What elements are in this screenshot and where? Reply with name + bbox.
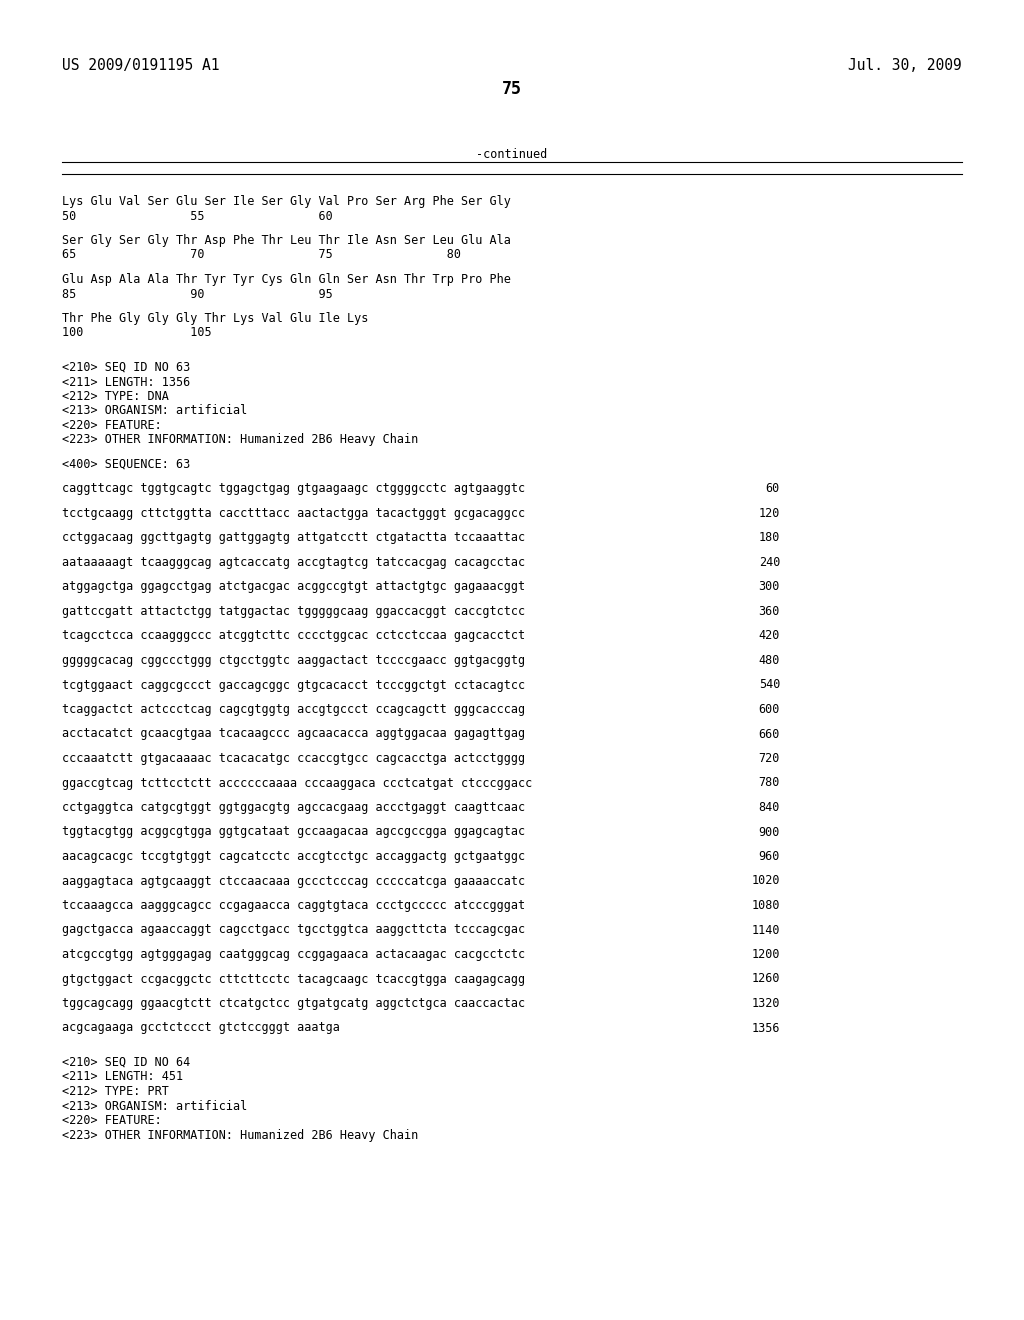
Text: <400> SEQUENCE: 63: <400> SEQUENCE: 63 bbox=[62, 458, 190, 471]
Text: 1020: 1020 bbox=[752, 874, 780, 887]
Text: atcgccgtgg agtgggagag caatgggcag ccggagaaca actacaagac cacgcctctc: atcgccgtgg agtgggagag caatgggcag ccggaga… bbox=[62, 948, 525, 961]
Text: <211> LENGTH: 451: <211> LENGTH: 451 bbox=[62, 1071, 183, 1084]
Text: 1260: 1260 bbox=[752, 973, 780, 986]
Text: gattccgatt attactctgg tatggactac tgggggcaag ggaccacggt caccgtctcc: gattccgatt attactctgg tatggactac tgggggc… bbox=[62, 605, 525, 618]
Text: acctacatct gcaacgtgaa tcacaagccc agcaacacca aggtggacaa gagagttgag: acctacatct gcaacgtgaa tcacaagccc agcaaca… bbox=[62, 727, 525, 741]
Text: 75: 75 bbox=[502, 81, 522, 98]
Text: 1080: 1080 bbox=[752, 899, 780, 912]
Text: Glu Asp Ala Ala Thr Tyr Tyr Cys Gln Gln Ser Asn Thr Trp Pro Phe: Glu Asp Ala Ala Thr Tyr Tyr Cys Gln Gln … bbox=[62, 273, 511, 286]
Text: gggggcacag cggccctggg ctgcctggtc aaggactact tccccgaacc ggtgacggtg: gggggcacag cggccctggg ctgcctggtc aaggact… bbox=[62, 653, 525, 667]
Text: 600: 600 bbox=[759, 704, 780, 715]
Text: <211> LENGTH: 1356: <211> LENGTH: 1356 bbox=[62, 375, 190, 388]
Text: cctggacaag ggcttgagtg gattggagtg attgatcctt ctgatactta tccaaattac: cctggacaag ggcttgagtg gattggagtg attgatc… bbox=[62, 532, 525, 544]
Text: gtgctggact ccgacggctc cttcttcctc tacagcaagc tcaccgtgga caagagcagg: gtgctggact ccgacggctc cttcttcctc tacagca… bbox=[62, 973, 525, 986]
Text: <212> TYPE: PRT: <212> TYPE: PRT bbox=[62, 1085, 169, 1098]
Text: <220> FEATURE:: <220> FEATURE: bbox=[62, 1114, 162, 1127]
Text: tcaggactct actccctcag cagcgtggtg accgtgccct ccagcagctt gggcacccag: tcaggactct actccctcag cagcgtggtg accgtgc… bbox=[62, 704, 525, 715]
Text: 50                55                60: 50 55 60 bbox=[62, 210, 333, 223]
Text: 1200: 1200 bbox=[752, 948, 780, 961]
Text: Jul. 30, 2009: Jul. 30, 2009 bbox=[848, 58, 962, 73]
Text: 65                70                75                80: 65 70 75 80 bbox=[62, 248, 461, 261]
Text: <213> ORGANISM: artificial: <213> ORGANISM: artificial bbox=[62, 1100, 247, 1113]
Text: 780: 780 bbox=[759, 776, 780, 789]
Text: tcctgcaagg cttctggtta cacctttacc aactactgga tacactgggt gcgacaggcc: tcctgcaagg cttctggtta cacctttacc aactact… bbox=[62, 507, 525, 520]
Text: cctgaggtca catgcgtggt ggtggacgtg agccacgaag accctgaggt caagttcaac: cctgaggtca catgcgtggt ggtggacgtg agccacg… bbox=[62, 801, 525, 814]
Text: tcagcctcca ccaagggccc atcggtcttc cccctggcac cctcctccaa gagcacctct: tcagcctcca ccaagggccc atcggtcttc cccctgg… bbox=[62, 630, 525, 643]
Text: 480: 480 bbox=[759, 653, 780, 667]
Text: <223> OTHER INFORMATION: Humanized 2B6 Heavy Chain: <223> OTHER INFORMATION: Humanized 2B6 H… bbox=[62, 1129, 418, 1142]
Text: 900: 900 bbox=[759, 825, 780, 838]
Text: <223> OTHER INFORMATION: Humanized 2B6 Heavy Chain: <223> OTHER INFORMATION: Humanized 2B6 H… bbox=[62, 433, 418, 446]
Text: 120: 120 bbox=[759, 507, 780, 520]
Text: 720: 720 bbox=[759, 752, 780, 766]
Text: tggtacgtgg acggcgtgga ggtgcataat gccaagacaa agccgccgga ggagcagtac: tggtacgtgg acggcgtgga ggtgcataat gccaaga… bbox=[62, 825, 525, 838]
Text: gagctgacca agaaccaggt cagcctgacc tgcctggtca aaggcttcta tcccagcgac: gagctgacca agaaccaggt cagcctgacc tgcctgg… bbox=[62, 924, 525, 936]
Text: cccaaatctt gtgacaaaac tcacacatgc ccaccgtgcc cagcacctga actcctgggg: cccaaatctt gtgacaaaac tcacacatgc ccaccgt… bbox=[62, 752, 525, 766]
Text: <210> SEQ ID NO 64: <210> SEQ ID NO 64 bbox=[62, 1056, 190, 1069]
Text: <213> ORGANISM: artificial: <213> ORGANISM: artificial bbox=[62, 404, 247, 417]
Text: tccaaagcca aagggcagcc ccgagaacca caggtgtaca ccctgccccc atcccgggat: tccaaagcca aagggcagcc ccgagaacca caggtgt… bbox=[62, 899, 525, 912]
Text: aaggagtaca agtgcaaggt ctccaacaaa gccctcccag cccccatcga gaaaaccatc: aaggagtaca agtgcaaggt ctccaacaaa gccctcc… bbox=[62, 874, 525, 887]
Text: aacagcacgc tccgtgtggt cagcatcctc accgtcctgc accaggactg gctgaatggc: aacagcacgc tccgtgtggt cagcatcctc accgtcc… bbox=[62, 850, 525, 863]
Text: 540: 540 bbox=[759, 678, 780, 692]
Text: 180: 180 bbox=[759, 532, 780, 544]
Text: <212> TYPE: DNA: <212> TYPE: DNA bbox=[62, 389, 169, 403]
Text: 100               105: 100 105 bbox=[62, 326, 212, 339]
Text: 840: 840 bbox=[759, 801, 780, 814]
Text: atggagctga ggagcctgag atctgacgac acggccgtgt attactgtgc gagaaacggt: atggagctga ggagcctgag atctgacgac acggccg… bbox=[62, 581, 525, 594]
Text: 300: 300 bbox=[759, 581, 780, 594]
Text: 85                90                95: 85 90 95 bbox=[62, 288, 333, 301]
Text: tggcagcagg ggaacgtctt ctcatgctcc gtgatgcatg aggctctgca caaccactac: tggcagcagg ggaacgtctt ctcatgctcc gtgatgc… bbox=[62, 997, 525, 1010]
Text: 360: 360 bbox=[759, 605, 780, 618]
Text: 60: 60 bbox=[766, 483, 780, 495]
Text: 660: 660 bbox=[759, 727, 780, 741]
Text: 960: 960 bbox=[759, 850, 780, 863]
Text: 1320: 1320 bbox=[752, 997, 780, 1010]
Text: caggttcagc tggtgcagtc tggagctgag gtgaagaagc ctggggcctc agtgaaggtc: caggttcagc tggtgcagtc tggagctgag gtgaaga… bbox=[62, 483, 525, 495]
Text: -continued: -continued bbox=[476, 148, 548, 161]
Text: Ser Gly Ser Gly Thr Asp Phe Thr Leu Thr Ile Asn Ser Leu Glu Ala: Ser Gly Ser Gly Thr Asp Phe Thr Leu Thr … bbox=[62, 234, 511, 247]
Text: 1356: 1356 bbox=[752, 1022, 780, 1035]
Text: <210> SEQ ID NO 63: <210> SEQ ID NO 63 bbox=[62, 360, 190, 374]
Text: 420: 420 bbox=[759, 630, 780, 643]
Text: tcgtggaact caggcgccct gaccagcggc gtgcacacct tcccggctgt cctacagtcc: tcgtggaact caggcgccct gaccagcggc gtgcaca… bbox=[62, 678, 525, 692]
Text: acgcagaaga gcctctccct gtctccgggt aaatga: acgcagaaga gcctctccct gtctccgggt aaatga bbox=[62, 1022, 340, 1035]
Text: aataaaaagt tcaagggcag agtcaccatg accgtagtcg tatccacgag cacagcctac: aataaaaagt tcaagggcag agtcaccatg accgtag… bbox=[62, 556, 525, 569]
Text: ggaccgtcag tcttcctctt accccccaaaa cccaaggaca ccctcatgat ctcccggacc: ggaccgtcag tcttcctctt accccccaaaa cccaag… bbox=[62, 776, 532, 789]
Text: Thr Phe Gly Gly Gly Thr Lys Val Glu Ile Lys: Thr Phe Gly Gly Gly Thr Lys Val Glu Ile … bbox=[62, 312, 369, 325]
Text: 240: 240 bbox=[759, 556, 780, 569]
Text: 1140: 1140 bbox=[752, 924, 780, 936]
Text: <220> FEATURE:: <220> FEATURE: bbox=[62, 418, 162, 432]
Text: US 2009/0191195 A1: US 2009/0191195 A1 bbox=[62, 58, 219, 73]
Text: Lys Glu Val Ser Glu Ser Ile Ser Gly Val Pro Ser Arg Phe Ser Gly: Lys Glu Val Ser Glu Ser Ile Ser Gly Val … bbox=[62, 195, 511, 209]
